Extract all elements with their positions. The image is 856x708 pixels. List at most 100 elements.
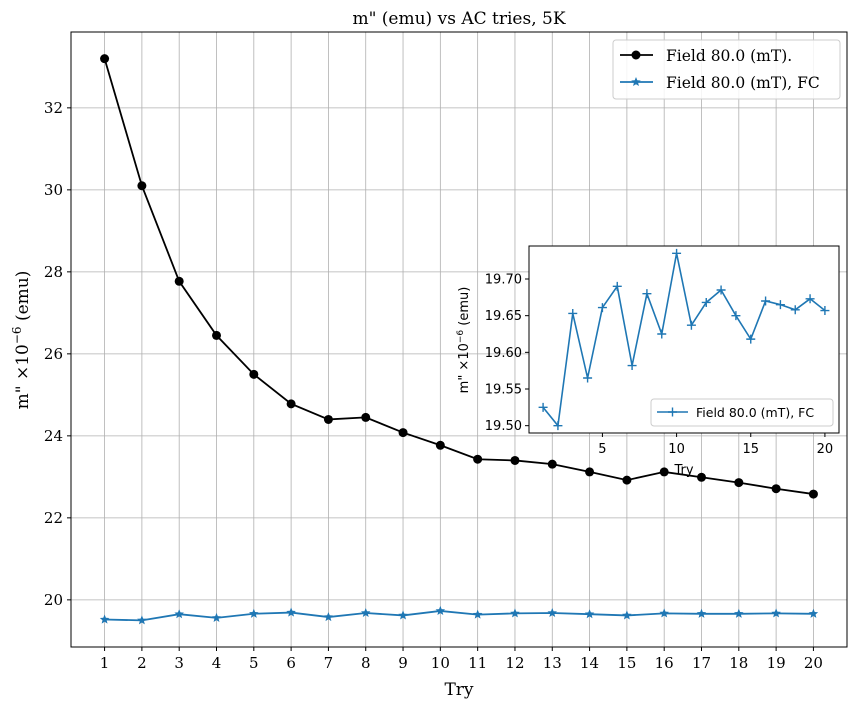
main-y-tick-label: 30 [44,181,63,199]
main-series-1-point [808,489,818,499]
main-series-1-point [585,467,595,477]
main-series-2-point [808,608,819,618]
main-x-tick-label: 1 [100,654,110,672]
main-series-2-point [622,610,632,620]
main-series-1-point [473,454,483,464]
main-x-axis-label: Try [444,680,473,700]
main-x-ticks: 1 2 3 4 5 6 7 8 9 10 11 12 13 14 15 16 17 18 19 20 [100,647,823,672]
main-x-tick-label: 5 [249,654,259,672]
inset-series-point [820,306,830,316]
main-x-tick-label: 10 [431,654,450,672]
inset-legend-label: Field 80.0 (mT), FC [696,405,814,420]
main-series-2-point [435,605,446,615]
main-series-1-point [734,478,744,488]
main-y-tick-label: 32 [44,99,63,117]
main-series-2-point [696,608,707,618]
main-series-1-point [398,428,408,438]
inset-series-point [686,320,696,330]
main-series-2-point [734,608,744,618]
inset-y-axis-label: m" ×10−6 (emu) [456,287,472,394]
main-series-1-point [547,459,557,469]
main-series-1-point [659,467,669,477]
legend-label-series-1: Field 80.0 (mT). [666,47,792,65]
main-series-2-point [771,608,781,618]
main-x-tick-label: 6 [286,654,296,672]
inset-series-point [627,361,637,371]
inset-x-tick-label: 20 [817,442,834,457]
main-y-tick-label: 26 [44,345,63,363]
main-x-tick-label: 11 [468,654,487,672]
main-chart: 1 2 3 4 5 6 7 8 9 10 11 12 13 14 15 16 17 18 19 20 20222426… [10,9,848,700]
inset-series-point [553,421,563,431]
main-y-axis-label-exponent: −6 [10,326,24,344]
inset-series-point [716,285,726,295]
main-series-2-point [137,615,147,625]
inset-series-point [597,303,607,313]
main-y-tick-label: 20 [44,591,63,609]
main-series-2-point [659,608,669,618]
main-x-tick-label: 12 [505,654,524,672]
inset-series-point [657,329,667,339]
inset-series-point [761,296,771,306]
main-y-ticks: 20 22 24 26 28 30 32 [44,99,71,609]
inset-y-tick-label: 19.70 [485,273,522,288]
main-series-2-point [174,609,184,619]
inset-series-point [583,373,593,383]
inset-series-point [790,305,800,315]
inset-series-point [731,311,741,321]
main-series-1-point [249,369,259,379]
main-series-2-point [398,610,408,620]
main-series-1-point [212,330,221,340]
main-x-tick-label: 16 [655,654,674,672]
main-series-1-point [323,414,333,424]
main-series-markers [99,54,819,625]
main-series-1-point [697,472,706,482]
main-series-2-point [323,612,334,622]
main-legend-box [612,39,841,100]
main-x-tick-label: 19 [767,654,786,672]
inset-series-point [642,289,652,299]
main-series-2-point [99,614,110,624]
inset-y-ticks: 19.50 19.55 19.60 19.65 19.70 [485,273,529,434]
main-title: m" (emu) vs AC tries, 5K [352,9,565,29]
main-x-tick-label: 2 [137,654,147,672]
legend-marker-series-2 [631,77,641,87]
inset-x-tick-label: 10 [668,442,685,457]
inset-x-tick-label: 5 [598,442,606,457]
inset-series-markers [538,248,830,431]
inset-series-point [805,294,815,304]
main-series-2-point [510,608,520,618]
inset-series-point [538,402,548,412]
inset-y-axis-label-unit: (emu) [457,287,472,330]
inset-chart: 5 10 15 20 19.50 19.55 19.60 19.65 19.70 Try m"… [456,245,840,478]
main-plot-frame [70,31,848,648]
main-x-tick-label: 4 [212,654,222,672]
main-series-2-point [286,607,296,617]
inset-legend-marker [668,407,677,417]
main-x-tick-label: 20 [804,654,823,672]
inset-legend: Field 80.0 (mT), FC [650,398,834,427]
main-series-2-line [104,610,814,622]
main-series-2-point [249,608,259,618]
main-x-tick-label: 14 [580,654,599,672]
main-series-1-line [103,58,814,495]
main-x-tick-label: 9 [398,654,408,672]
inset-series-point [775,300,785,310]
main-y-axis-label-text: m" ×10 [13,344,33,409]
inset-y-tick-label: 19.55 [485,383,522,398]
main-series-1-point [100,54,110,64]
main-series-1-point [174,276,184,286]
main-series-1-point [771,484,781,494]
main-series-1-point [510,455,520,465]
inset-series-point [701,297,711,307]
inset-x-tick-label: 15 [742,442,759,457]
main-series-1-point [286,399,296,409]
main-series-1-point [361,412,371,422]
legend-label-series-2: Field 80.0 (mT), FC [666,74,820,92]
main-x-tick-label: 18 [729,654,748,672]
inset-legend-box [650,398,834,427]
inset-series-point [672,248,682,258]
inset-x-ticks: 5 10 15 20 [598,433,833,457]
main-series-lines [103,58,814,622]
